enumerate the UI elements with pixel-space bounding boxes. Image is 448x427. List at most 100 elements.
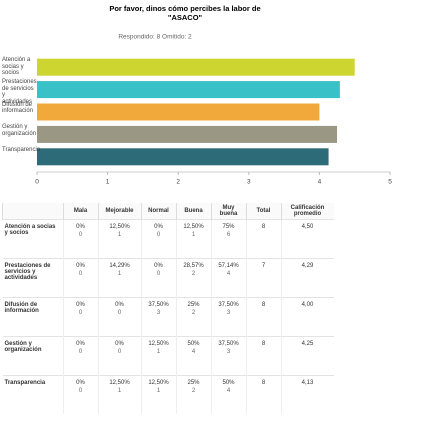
cell: 0% 0: [97, 297, 141, 337]
cell-percent: 12,50%: [109, 224, 130, 230]
cell-percent: 25%: [187, 302, 200, 308]
x-tick-label: 1: [106, 179, 110, 186]
data-table: Mala Mejorable Normal Buena Muy buena Total Ca…: [2, 203, 334, 414]
bar: [37, 58, 355, 76]
cell-percent: 0%: [76, 263, 85, 269]
cell-percent: 0%: [76, 224, 85, 230]
cell-count: 4: [226, 271, 231, 277]
cell: 0% 0: [97, 336, 141, 376]
cell: 0% 0: [140, 219, 176, 259]
chart-title: Por favor, dinos cómo percibes la labor …: [109, 4, 260, 13]
cell: 37,50% 3: [210, 297, 246, 337]
cell: 37,50% 3: [210, 336, 246, 376]
cell-count: 3: [226, 349, 231, 355]
cell-total: 8: [245, 336, 281, 376]
cell-count: 0: [156, 232, 161, 238]
cell-percent: 37,50%: [218, 341, 239, 347]
bar: [37, 125, 338, 143]
cell-average: 4,00: [280, 297, 334, 337]
y-tick-label: Prestaciones de servicios y actividades: [2, 79, 37, 105]
cell-average: 4,25: [280, 336, 334, 376]
table-row: Gestión y organización 0% 0 0% 0 12,50% 1 50% 4 3…: [2, 336, 334, 376]
cell-percent: 28,57%: [183, 263, 204, 269]
x-tick-label: 4: [318, 179, 322, 186]
chart-title: "ASACO": [168, 13, 203, 22]
cell: 37,50% 3: [140, 297, 176, 337]
cell: 12,50% 1: [97, 219, 141, 259]
cell-count: 0: [78, 271, 83, 277]
cell-count: 2: [191, 271, 196, 277]
header-cell: Mejorable: [97, 203, 141, 220]
cell-percent: 12,50%: [183, 224, 204, 230]
header-cell: Calificación promedio: [280, 203, 334, 220]
cell-percent: 12,50%: [148, 380, 169, 386]
cell-count: 1: [191, 232, 196, 238]
header-cell: [2, 203, 63, 220]
table-row: Transparencia 0% 0 12,50% 1 12,50% 1 25% 2 50% 4 8 4…: [2, 375, 334, 414]
cell: 50% 4: [210, 375, 246, 414]
cell-percent: 0%: [115, 341, 124, 347]
cell-count: 0: [117, 349, 122, 355]
cell-percent: 37,50%: [218, 302, 239, 308]
header-cell: Normal: [140, 203, 176, 220]
header-cell: Muy buena: [210, 203, 246, 220]
cell-percent: 0%: [76, 380, 85, 386]
cell-count: 4: [226, 388, 231, 394]
cell-total: 7: [245, 258, 281, 298]
cell-count: 6: [226, 232, 231, 238]
cell-percent: 37,50%: [148, 302, 169, 308]
cell-percent: 57,14%: [218, 263, 239, 269]
cell-percent: 12,50%: [109, 380, 130, 386]
cell-average: 4,13: [280, 375, 334, 414]
bar: [37, 103, 320, 121]
header-cell: Buena: [175, 203, 211, 220]
x-tick-label: 5: [388, 179, 392, 186]
cell-count: 4: [191, 349, 196, 355]
x-tick-label: 2: [176, 179, 180, 186]
cell-count: 0: [78, 310, 83, 316]
cell: 14,29% 1: [97, 258, 141, 298]
cell-count: 0: [78, 349, 83, 355]
bar: [37, 81, 340, 99]
cell: 0% 0: [62, 258, 98, 298]
cell: 12,50% 1: [97, 375, 141, 414]
cell-percent: 75%: [222, 224, 235, 230]
cell-count: 1: [117, 271, 122, 277]
cell-average: 4,29: [280, 258, 334, 298]
bar: [37, 148, 329, 166]
cell-count: 3: [156, 310, 161, 316]
row-label: Transparencia: [2, 375, 63, 414]
cell-percent: 50%: [187, 341, 200, 347]
cell: 25% 2: [175, 297, 211, 337]
cell-count: 0: [78, 232, 83, 238]
cell: 12,50% 1: [140, 375, 176, 414]
cell-percent: 14,29%: [109, 263, 130, 269]
cell: 0% 0: [140, 258, 176, 298]
header-cell: Total: [245, 203, 281, 220]
cell-count: 2: [191, 388, 196, 394]
row-label: Atención a socias y socios: [2, 219, 63, 259]
cell-average: 4,50: [280, 219, 334, 259]
cell-percent: 0%: [154, 224, 163, 230]
cell-percent: 0%: [76, 302, 85, 308]
cell: 0% 0: [62, 375, 98, 414]
row-label: Difusión de información: [2, 297, 63, 337]
cell-count: 0: [156, 271, 161, 277]
cell: 28,57% 2: [175, 258, 211, 298]
cell-count: 1: [117, 388, 122, 394]
cell: 25% 2: [175, 375, 211, 414]
cell-total: 8: [245, 297, 281, 337]
cell: 12,50% 1: [175, 219, 211, 259]
cell-count: 0: [78, 388, 83, 394]
y-tick-label: Gestión y organización: [2, 124, 37, 137]
cell: 12,50% 1: [140, 336, 176, 376]
cell-count: 1: [156, 388, 161, 394]
cell: 0% 0: [62, 297, 98, 337]
cell-count: 3: [226, 310, 231, 316]
chart: Por favor, dinos cómo percibes la labor …: [35, 4, 392, 186]
header-cell: Mala: [62, 203, 98, 220]
x-tick-label: 0: [35, 179, 39, 186]
cell-count: 1: [156, 349, 161, 355]
cell: 50% 4: [175, 336, 211, 376]
